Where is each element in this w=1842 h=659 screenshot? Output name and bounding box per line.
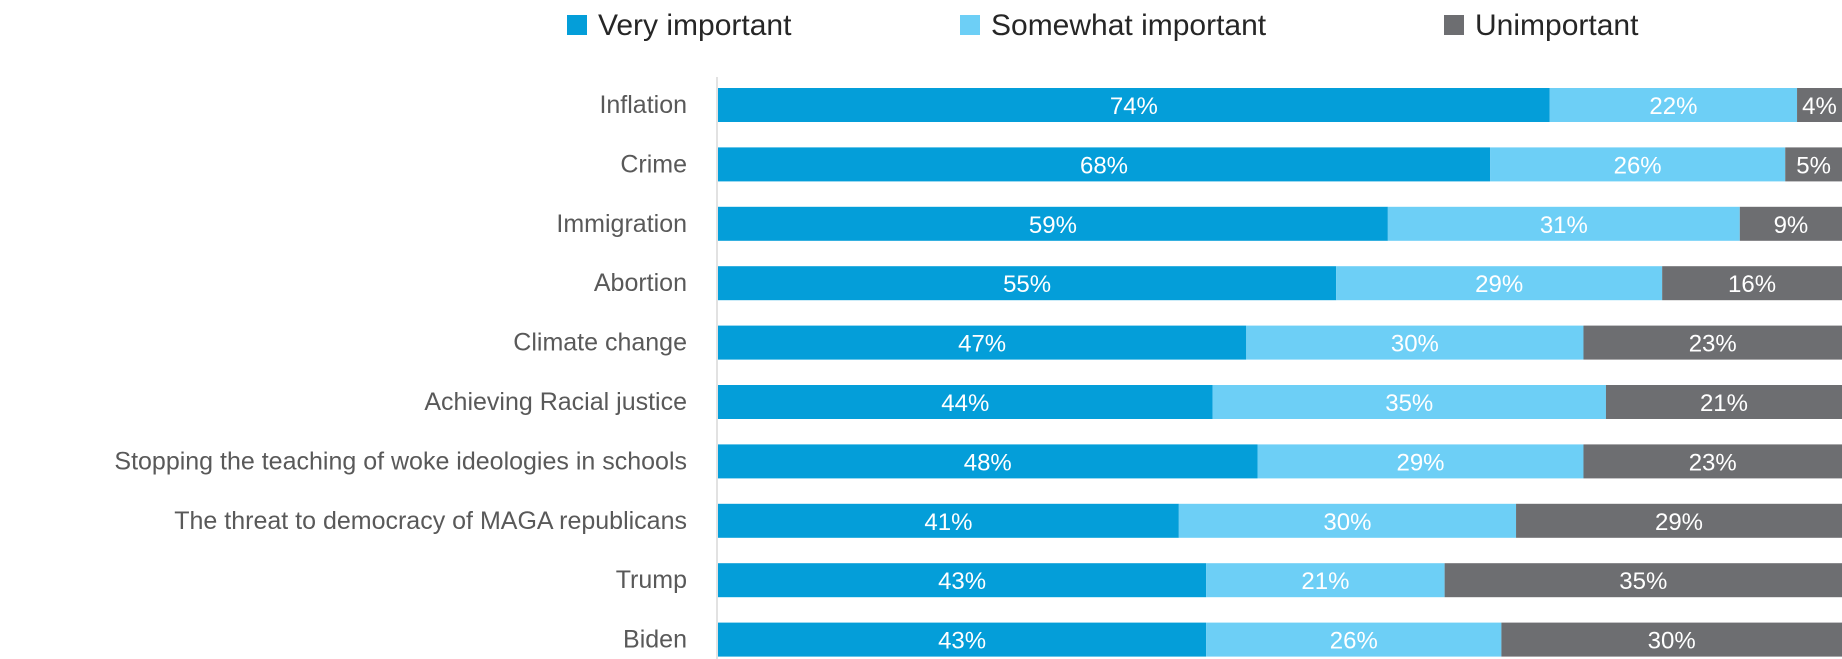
bar-somewhat-important [1206,563,1445,598]
legend-label-very-important: Very important [598,9,792,42]
data-label-unimportant: 16% [1728,271,1776,298]
bar-very-important [718,325,1247,360]
bar-unimportant [1501,622,1842,657]
category-label: Climate change [513,329,687,357]
data-label-unimportant: 29% [1655,509,1703,536]
legend-swatch-very-important [567,15,587,35]
category-label: Achieving Racial justice [424,388,687,416]
category-label: Trump [616,566,687,594]
data-label-somewhat-important: 30% [1391,331,1439,358]
bar-very-important [718,444,1258,479]
bar-very-important [718,385,1213,419]
bar-very-important [718,206,1388,241]
bar-unimportant [1785,147,1842,182]
data-label-somewhat-important: 29% [1475,271,1523,298]
bar-unimportant [1797,88,1842,122]
data-label-somewhat-important: 29% [1396,449,1444,476]
data-label-unimportant: 30% [1648,628,1696,655]
data-label-unimportant: 23% [1689,331,1737,358]
data-label-somewhat-important: 30% [1323,509,1371,536]
category-label: Abortion [594,269,687,297]
bar-unimportant [1662,266,1842,301]
bars [718,88,1842,657]
bar-somewhat-important [1336,266,1663,301]
bar-somewhat-important [1387,206,1740,241]
bar-unimportant [1583,325,1842,360]
bar-unimportant [1516,503,1842,538]
bar-somewhat-important [1212,385,1606,419]
legend-label-unimportant: Unimportant [1475,9,1639,42]
bar-somewhat-important [1257,444,1584,479]
data-label-very-important: 74% [1110,93,1158,120]
data-label-very-important: 68% [1080,152,1128,179]
data-label-somewhat-important: 26% [1614,152,1662,179]
data-label-very-important: 43% [938,628,986,655]
bar-unimportant [1739,206,1842,241]
bar-very-important [718,147,1491,182]
bar-somewhat-important [1206,622,1502,657]
data-label-somewhat-important: 22% [1649,93,1697,120]
category-label: Inflation [599,91,687,119]
bar-unimportant [1583,444,1842,479]
data-labels: 74% 22% 4% 68% 26% 5% 59% 31% 9% 55% 29% 16% 47% 30% 2… [924,93,1836,655]
data-label-unimportant: 21% [1700,390,1748,417]
data-label-somewhat-important: 35% [1385,390,1433,417]
bar-somewhat-important [1178,503,1517,538]
category-label: Immigration [556,210,687,238]
legend-swatch-somewhat-important [960,15,980,35]
category-label: Crime [620,150,687,178]
bar-somewhat-important [1246,325,1584,360]
bar-unimportant [1444,563,1842,598]
bar-very-important [718,622,1207,657]
data-label-very-important: 48% [964,449,1012,476]
bar-very-important [718,88,1550,122]
legend: Very important Somewhat important Unimport… [567,9,1639,42]
data-label-very-important: 41% [924,509,972,536]
bar-somewhat-important [1490,147,1786,182]
data-label-unimportant: 9% [1774,212,1809,239]
data-label-somewhat-important: 21% [1301,568,1349,595]
legend-label-somewhat-important: Somewhat important [991,9,1267,42]
data-label-very-important: 59% [1029,212,1077,239]
bar-very-important [718,266,1337,301]
data-label-unimportant: 4% [1802,93,1837,120]
category-label: The threat to democracy of MAGA republic… [174,507,687,535]
data-label-unimportant: 23% [1689,449,1737,476]
bar-somewhat-important [1549,88,1798,122]
data-label-very-important: 47% [958,331,1006,358]
category-label: Biden [623,626,687,654]
data-label-somewhat-important: 31% [1540,212,1588,239]
bar-unimportant [1605,385,1842,419]
data-label-unimportant: 5% [1796,152,1831,179]
bar-very-important [718,563,1207,598]
data-label-somewhat-important: 26% [1330,628,1378,655]
category-label: Stopping the teaching of woke ideologies… [114,447,687,475]
data-label-very-important: 43% [938,568,986,595]
legend-swatch-unimportant [1444,15,1464,35]
category-labels: Inflation Crime Immigration Abortion Climate… [114,91,687,654]
bar-very-important [718,503,1179,538]
data-label-very-important: 55% [1003,271,1051,298]
data-label-unimportant: 35% [1619,568,1667,595]
data-label-very-important: 44% [941,390,989,417]
